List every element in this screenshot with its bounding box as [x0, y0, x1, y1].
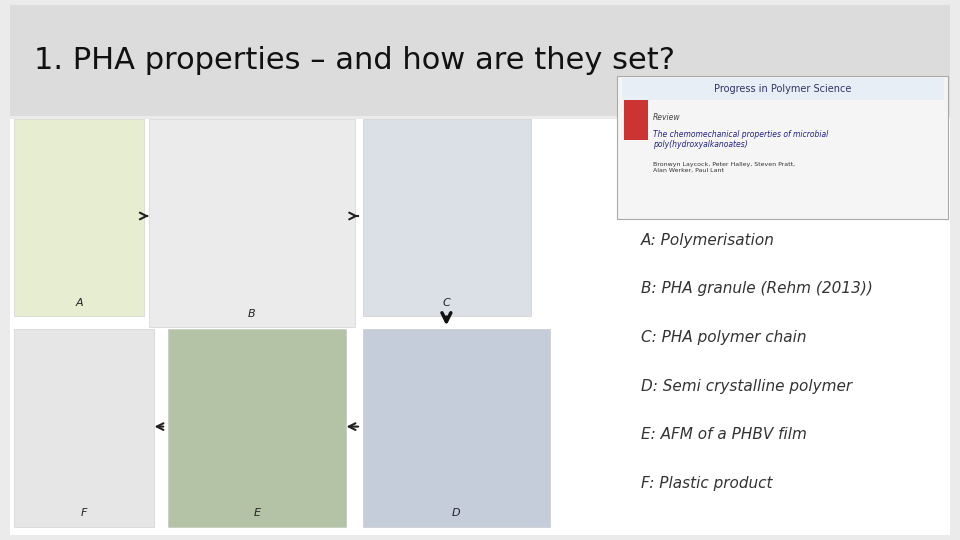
FancyBboxPatch shape: [363, 119, 531, 316]
Text: C: PHA polymer chain: C: PHA polymer chain: [641, 330, 806, 345]
FancyBboxPatch shape: [14, 329, 154, 526]
Text: D: Semi crystalline polymer: D: Semi crystalline polymer: [641, 379, 852, 394]
FancyBboxPatch shape: [624, 85, 648, 140]
FancyBboxPatch shape: [10, 5, 950, 116]
Text: B: PHA granule (Rehm (2013)): B: PHA granule (Rehm (2013)): [641, 281, 874, 296]
Text: 1. PHA properties – and how are they set?: 1. PHA properties – and how are they set…: [34, 46, 675, 75]
Text: B: B: [249, 308, 255, 319]
Text: D: D: [452, 508, 461, 518]
FancyBboxPatch shape: [617, 76, 948, 219]
FancyBboxPatch shape: [168, 329, 346, 526]
FancyBboxPatch shape: [149, 119, 355, 327]
Text: E: E: [253, 508, 260, 518]
Text: Progress in Polymer Science: Progress in Polymer Science: [714, 84, 852, 94]
Text: Bronwyn Laycock, Peter Halley, Steven Pratt,
Alan Werker, Paul Lant: Bronwyn Laycock, Peter Halley, Steven Pr…: [653, 162, 795, 173]
Text: A: Polymerisation: A: Polymerisation: [641, 233, 775, 248]
FancyBboxPatch shape: [622, 78, 944, 100]
Text: A: A: [76, 298, 83, 308]
FancyBboxPatch shape: [10, 119, 950, 535]
FancyBboxPatch shape: [363, 329, 550, 526]
Text: F: F: [81, 508, 87, 518]
FancyBboxPatch shape: [14, 119, 144, 316]
Text: Review: Review: [653, 113, 681, 123]
Text: The chemomechanical properties of microbial
poly(hydroxyalkanoates): The chemomechanical properties of microb…: [653, 130, 828, 149]
Text: C: C: [443, 298, 451, 308]
Text: F: Plastic product: F: Plastic product: [641, 476, 773, 491]
Text: E: AFM of a PHBV film: E: AFM of a PHBV film: [641, 427, 807, 442]
